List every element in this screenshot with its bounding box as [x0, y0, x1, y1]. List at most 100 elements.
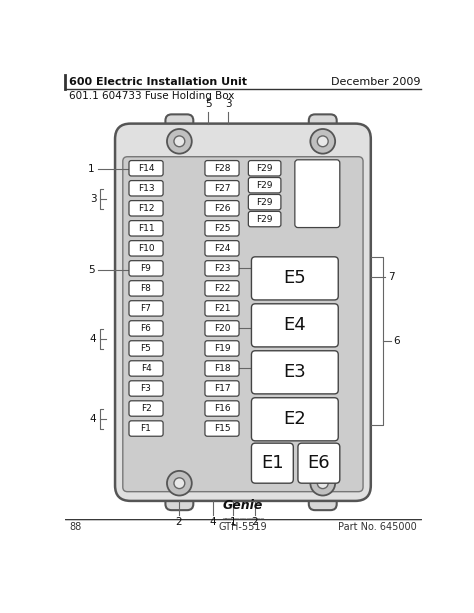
FancyBboxPatch shape	[251, 304, 338, 347]
FancyBboxPatch shape	[205, 401, 239, 416]
Text: F9: F9	[141, 264, 152, 273]
FancyBboxPatch shape	[129, 421, 163, 436]
Text: E6: E6	[308, 454, 330, 472]
FancyBboxPatch shape	[129, 401, 163, 416]
FancyBboxPatch shape	[309, 493, 337, 510]
FancyBboxPatch shape	[129, 321, 163, 336]
Text: F10: F10	[138, 244, 155, 253]
FancyBboxPatch shape	[248, 178, 281, 193]
FancyBboxPatch shape	[129, 161, 163, 176]
FancyBboxPatch shape	[251, 398, 338, 441]
FancyBboxPatch shape	[165, 115, 193, 131]
FancyBboxPatch shape	[123, 157, 363, 492]
Text: 2: 2	[251, 517, 258, 527]
Text: E1: E1	[261, 454, 283, 472]
Text: Genie: Genie	[223, 500, 263, 512]
Text: 4: 4	[90, 414, 96, 424]
Text: 2: 2	[175, 517, 182, 527]
Text: F24: F24	[214, 244, 230, 253]
Text: E2: E2	[283, 410, 306, 428]
Text: F11: F11	[138, 224, 155, 233]
Text: F6: F6	[141, 324, 152, 333]
FancyBboxPatch shape	[248, 194, 281, 210]
Text: 600 Electric Installation Unit: 600 Electric Installation Unit	[69, 77, 247, 86]
FancyBboxPatch shape	[309, 115, 337, 131]
Text: 601.1 604733 Fuse Holding Box: 601.1 604733 Fuse Holding Box	[69, 91, 235, 101]
Text: F5: F5	[141, 344, 152, 353]
Text: 5: 5	[88, 265, 95, 275]
Circle shape	[174, 478, 185, 489]
Text: F15: F15	[214, 424, 230, 433]
FancyBboxPatch shape	[248, 211, 281, 227]
Text: F28: F28	[214, 164, 230, 173]
Text: 1: 1	[88, 164, 95, 174]
Text: F29: F29	[256, 197, 273, 207]
Text: F21: F21	[214, 304, 230, 313]
Text: F25: F25	[214, 224, 230, 233]
Text: F16: F16	[214, 404, 230, 413]
Text: F3: F3	[141, 384, 152, 393]
FancyBboxPatch shape	[298, 443, 340, 483]
FancyBboxPatch shape	[205, 321, 239, 336]
FancyBboxPatch shape	[205, 200, 239, 216]
Text: GTH-5519: GTH-5519	[219, 522, 267, 533]
FancyBboxPatch shape	[165, 493, 193, 510]
FancyBboxPatch shape	[115, 124, 371, 501]
Text: F26: F26	[214, 204, 230, 213]
Text: F14: F14	[138, 164, 155, 173]
Text: 3: 3	[90, 194, 96, 204]
Text: F13: F13	[138, 184, 155, 193]
Text: F2: F2	[141, 404, 151, 413]
Text: F19: F19	[214, 344, 230, 353]
FancyBboxPatch shape	[205, 361, 239, 376]
FancyBboxPatch shape	[129, 241, 163, 256]
FancyBboxPatch shape	[129, 381, 163, 396]
Text: F29: F29	[256, 164, 273, 173]
Text: 1: 1	[229, 517, 236, 527]
Text: 7: 7	[388, 272, 394, 282]
Circle shape	[167, 129, 192, 154]
FancyBboxPatch shape	[205, 221, 239, 236]
Text: 5: 5	[205, 99, 211, 109]
Text: 4: 4	[210, 517, 216, 527]
FancyBboxPatch shape	[129, 181, 163, 196]
Text: F17: F17	[214, 384, 230, 393]
Text: F29: F29	[256, 215, 273, 224]
Text: F4: F4	[141, 364, 151, 373]
FancyBboxPatch shape	[129, 200, 163, 216]
Text: ____________: ____________	[222, 513, 264, 519]
Circle shape	[310, 471, 335, 495]
FancyBboxPatch shape	[129, 221, 163, 236]
Text: F29: F29	[256, 181, 273, 189]
Text: F1: F1	[141, 424, 152, 433]
FancyBboxPatch shape	[129, 281, 163, 296]
FancyBboxPatch shape	[129, 361, 163, 376]
Circle shape	[317, 478, 328, 489]
Circle shape	[174, 136, 185, 147]
Text: F7: F7	[141, 304, 152, 313]
FancyBboxPatch shape	[205, 341, 239, 356]
FancyBboxPatch shape	[205, 261, 239, 276]
FancyBboxPatch shape	[295, 160, 340, 227]
Text: 88: 88	[69, 522, 82, 533]
Circle shape	[167, 471, 192, 495]
Text: E3: E3	[283, 364, 306, 381]
FancyBboxPatch shape	[205, 181, 239, 196]
Text: 4: 4	[90, 334, 96, 345]
Text: F20: F20	[214, 324, 230, 333]
Text: 3: 3	[225, 99, 231, 109]
FancyBboxPatch shape	[205, 161, 239, 176]
FancyBboxPatch shape	[205, 301, 239, 316]
FancyBboxPatch shape	[251, 257, 338, 300]
Circle shape	[310, 129, 335, 154]
Text: F8: F8	[141, 284, 152, 293]
FancyBboxPatch shape	[205, 381, 239, 396]
FancyBboxPatch shape	[251, 351, 338, 394]
Circle shape	[317, 136, 328, 147]
Text: F27: F27	[214, 184, 230, 193]
Text: E4: E4	[283, 316, 306, 334]
Text: F12: F12	[138, 204, 155, 213]
FancyBboxPatch shape	[205, 281, 239, 296]
FancyBboxPatch shape	[205, 421, 239, 436]
FancyBboxPatch shape	[248, 161, 281, 176]
